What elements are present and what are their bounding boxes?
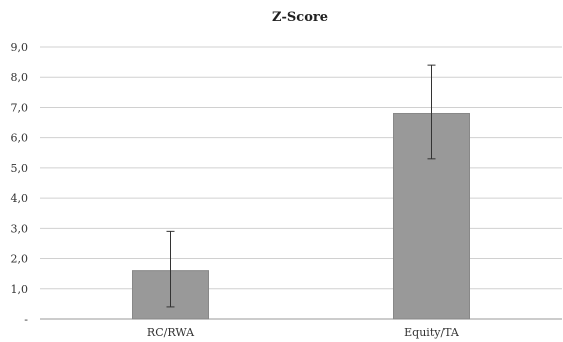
error-bar [427, 64, 436, 160]
y-tick-label: 6,0 [11, 132, 29, 145]
error-bars [166, 64, 436, 308]
x-axis-categories: RC/RWA Equity/TA [147, 326, 460, 339]
x-category-label: RC/RWA [147, 326, 195, 339]
y-tick-label: - [24, 313, 28, 326]
error-bar [166, 230, 175, 308]
y-tick-label: 3,0 [11, 222, 29, 235]
chart-title: Z-Score [272, 10, 328, 25]
y-tick-label: 1,0 [11, 283, 29, 296]
y-tick-label: 9,0 [11, 41, 29, 54]
y-axis-ticks: - 1,0 2,0 3,0 4,0 5,0 6,0 7,0 8,0 9,0 [11, 41, 29, 326]
x-category-label: Equity/TA [404, 326, 460, 339]
y-tick-label: 8,0 [11, 71, 29, 84]
y-tick-label: 5,0 [11, 162, 29, 175]
y-tick-label: 2,0 [11, 253, 29, 266]
y-tick-label: 7,0 [11, 101, 29, 114]
gridlines [40, 46, 562, 320]
bars [132, 112, 470, 320]
y-tick-label: 4,0 [11, 192, 29, 205]
